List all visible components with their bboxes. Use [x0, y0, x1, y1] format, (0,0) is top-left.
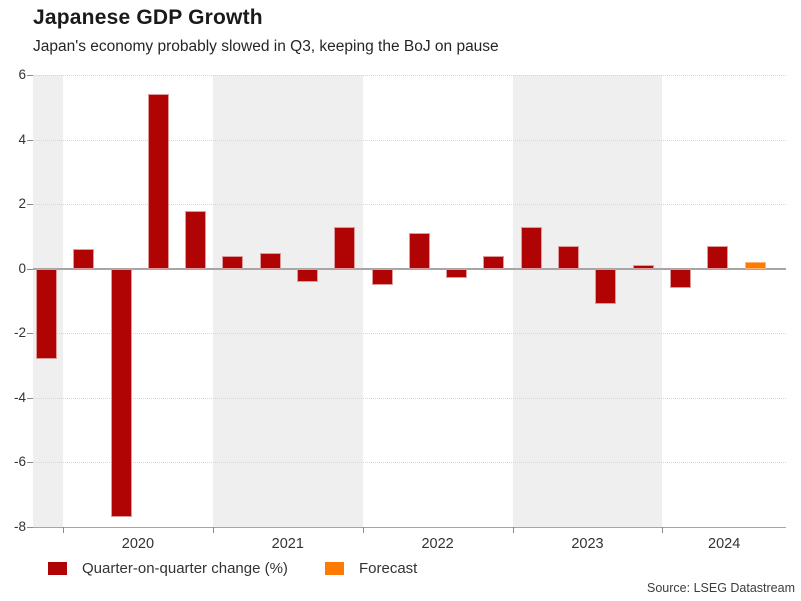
y-axis-tick--2: [27, 333, 33, 335]
bar-2021-q1: [222, 255, 244, 269]
x-axis-tick-2021: [212, 527, 214, 533]
bar-2020-q2: [110, 268, 132, 518]
gridline-2: [33, 204, 786, 206]
y-axis-tick-label: -4: [13, 389, 26, 405]
y-axis-tick--6: [27, 462, 33, 464]
x-axis-year-label-2020: 2020: [121, 536, 155, 552]
bar-2022-q3: [446, 268, 468, 279]
page-title: Japanese GDP Growth: [33, 6, 263, 29]
source-attribution: Source: LSEG Datastream: [647, 581, 795, 595]
x-axis-line: [33, 526, 786, 528]
y-axis-tick-label: 4: [18, 131, 26, 147]
gridline--6: [33, 462, 786, 464]
x-axis-year-label-2022: 2022: [421, 536, 454, 552]
y-axis-tick-label: -6: [13, 454, 26, 470]
bar-2024-q1: [669, 268, 691, 289]
bar-2021-q2: [259, 252, 281, 269]
bar-2020-q4: [185, 210, 207, 269]
bar-2022-q2: [408, 233, 430, 269]
gridline-6: [33, 75, 786, 76]
gridline-4: [33, 139, 786, 141]
x-axis-year-label-2023: 2023: [571, 536, 604, 552]
legend-item-forecast: Forecast: [325, 560, 417, 577]
y-axis-tick-2: [27, 204, 33, 206]
bar-2019-q4: [36, 268, 57, 360]
y-axis-tick-label: -8: [13, 519, 26, 534]
legend-item-actual: Quarter-on-quarter change (%): [48, 560, 288, 577]
year-band-2023: [512, 75, 663, 527]
bar-2022-q4: [483, 255, 505, 269]
y-axis-tick--4: [27, 397, 33, 399]
y-axis-tick-label: 0: [18, 260, 26, 276]
x-axis-year-label-2021: 2021: [271, 536, 304, 552]
y-axis-tick--8: [27, 527, 33, 528]
legend-swatch-forecast: [325, 562, 344, 575]
x-axis-year-label-2024: 2024: [708, 536, 741, 552]
y-axis-tick-label: 2: [18, 196, 26, 212]
x-axis-tick-2023: [512, 527, 514, 533]
bar-2024-q3: [744, 262, 766, 269]
bar-2020-q1: [73, 249, 95, 269]
zero-line: [33, 268, 786, 270]
y-axis-tick-4: [27, 139, 33, 141]
bar-2024-q2: [707, 246, 729, 269]
bar-2023-q3: [595, 268, 617, 305]
x-axis-tick-2020: [63, 527, 64, 533]
bar-2023-q2: [558, 246, 580, 269]
legend-label-forecast: Forecast: [359, 560, 418, 577]
legend-swatch-actual: [48, 562, 67, 575]
y-axis-tick-6: [27, 75, 33, 76]
gridline--4: [33, 397, 786, 399]
gridline--2: [33, 333, 786, 335]
bar-2023-q4: [632, 265, 654, 269]
y-axis-tick-label: 6: [18, 67, 26, 82]
bar-2021-q3: [297, 268, 319, 282]
legend-label-actual: Quarter-on-quarter change (%): [82, 560, 288, 577]
bar-2023-q1: [520, 226, 542, 269]
y-axis-tick-0: [27, 268, 33, 270]
y-axis-tick-label: -2: [13, 325, 26, 341]
bar-2022-q1: [371, 268, 393, 285]
chart-subtitle: Japan's economy probably slowed in Q3, k…: [33, 38, 499, 55]
x-axis-tick-2024: [662, 527, 664, 533]
x-axis-tick-2022: [362, 527, 364, 533]
bar-2021-q4: [334, 226, 356, 269]
year-band-2021: [212, 75, 363, 527]
bar-2020-q3: [147, 94, 169, 269]
